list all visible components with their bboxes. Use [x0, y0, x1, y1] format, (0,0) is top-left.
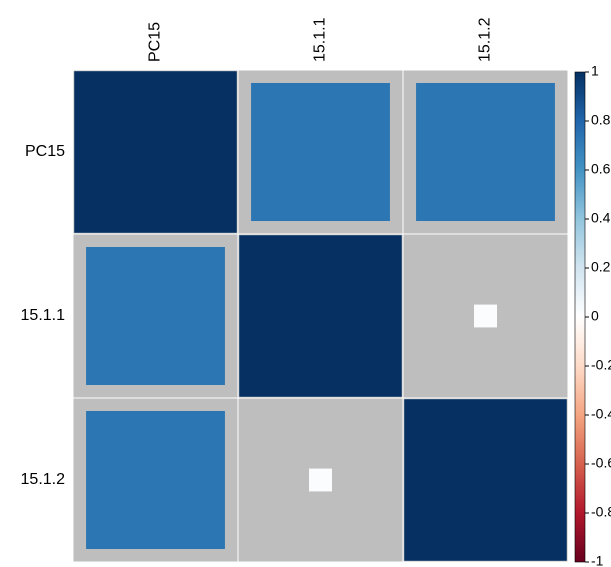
cell-square-1-2 [474, 304, 497, 328]
row-label-group: PC15 15.1.1 15.1.2 [21, 143, 66, 488]
colorbar-tick-label-9: -0.8 [591, 504, 611, 520]
colorbar-tick-label-10: -1 [591, 553, 604, 567]
colorbar-tick-label-4: 0.2 [591, 259, 611, 275]
colorbar-tick-label-8: -0.6 [591, 455, 611, 471]
cell-square-0-0 [74, 71, 237, 233]
column-label-2: 15.1.2 [477, 17, 494, 62]
row-label-0: PC15 [25, 143, 65, 160]
cell-square-0-2 [416, 82, 555, 222]
colorbar-tick-label-3: 0.4 [591, 210, 611, 226]
cell-group [72, 69, 569, 563]
cell-square-2-0 [86, 410, 225, 550]
cell-square-0-1 [251, 82, 390, 222]
colorbar-tick-label-5: 0 [591, 308, 599, 324]
cell-square-2-1 [309, 468, 332, 492]
colorbar-tick-label-2: 0.6 [591, 161, 611, 177]
cell-square-1-1 [239, 235, 402, 397]
column-label-1: 15.1.1 [312, 17, 329, 62]
row-label-1: 15.1.1 [21, 307, 66, 324]
row-label-2: 15.1.2 [21, 471, 66, 488]
cell-square-2-2 [404, 399, 567, 561]
cell-square-1-0 [86, 246, 225, 386]
colorbar-gradient [574, 71, 586, 563]
colorbar-tick-label-0: 1 [591, 63, 599, 79]
colorbar-tick-label-1: 0.8 [591, 112, 611, 128]
column-label-0: PC15 [147, 22, 164, 62]
colorbar-tick-label-6: -0.2 [591, 357, 611, 373]
colorbar: 1 0.8 0.6 0.4 0.2 0 -0.2 -0.4 -0.6 -0.8 -1 [574, 63, 611, 567]
column-label-group: PC15 15.1.1 15.1.2 [147, 17, 494, 62]
colorbar-tick-label-7: -0.4 [591, 406, 611, 422]
